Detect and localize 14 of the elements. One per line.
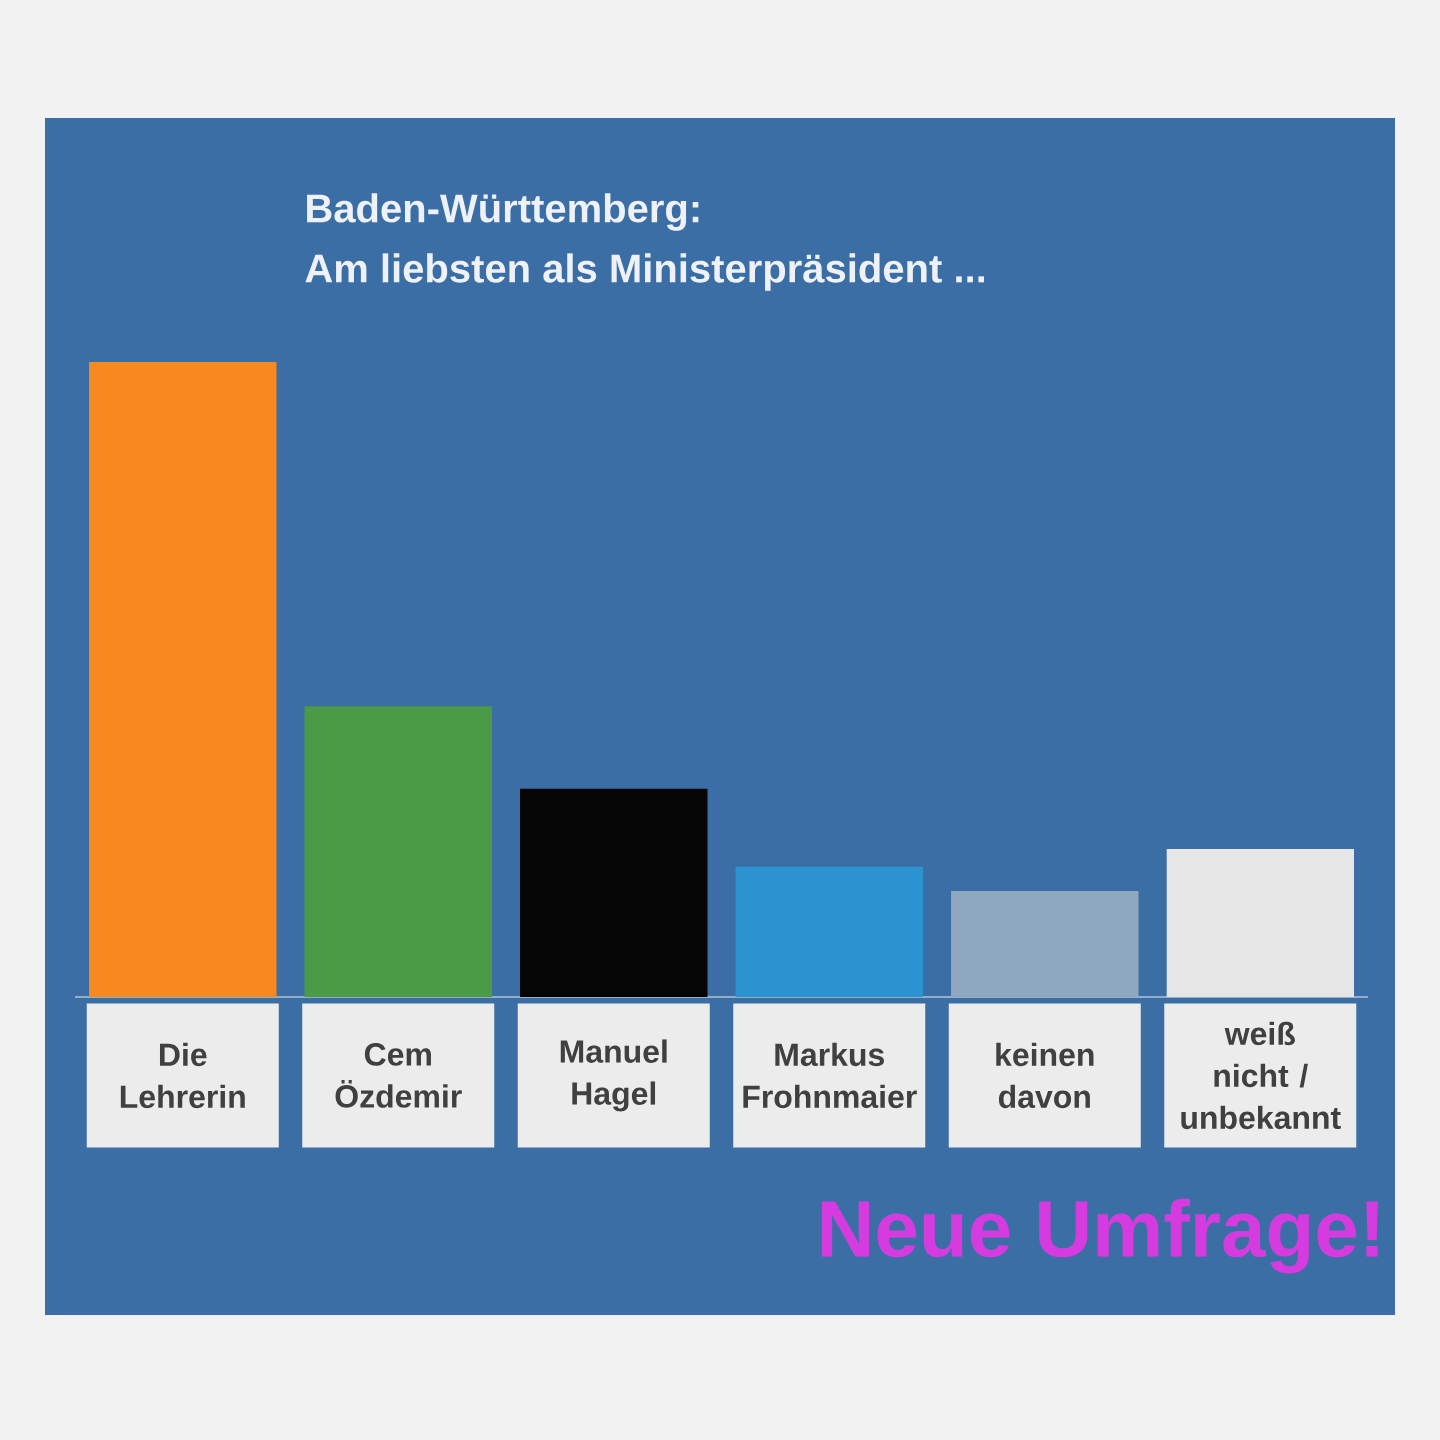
x-tick-label: Manuel Hagel: [560, 1039, 667, 1112]
x-tick-label: keinen davon: [996, 1042, 1094, 1109]
bar: [735, 866, 923, 997]
x-tick-label: weiß nicht / unbekannt: [1181, 1021, 1341, 1130]
bar: [951, 890, 1139, 997]
bar: [520, 788, 708, 997]
text: Neue Umfrage!: [821, 1198, 1378, 1274]
x-tick-label: Die Lehrerin: [120, 1042, 245, 1109]
bar: [304, 706, 492, 997]
x-tick-label: Markus Frohnmaier: [743, 1042, 917, 1109]
chart-title: Baden-Württemberg:: [307, 193, 699, 231]
bar: [89, 361, 277, 997]
chart-subtitle: Am liebsten als Ministerpräsident ...: [305, 253, 985, 291]
x-tick-label: Cem Özdemir: [335, 1043, 462, 1108]
